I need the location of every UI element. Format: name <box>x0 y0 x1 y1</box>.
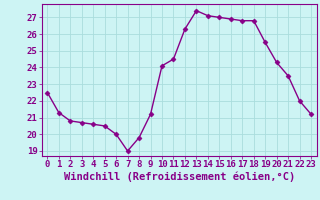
X-axis label: Windchill (Refroidissement éolien,°C): Windchill (Refroidissement éolien,°C) <box>64 172 295 182</box>
